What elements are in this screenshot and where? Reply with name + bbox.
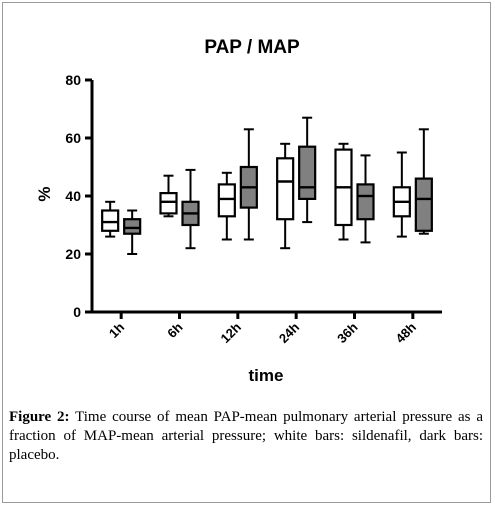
box-sildenafil xyxy=(392,151,411,238)
box-iqr xyxy=(414,177,433,232)
x-tick-label: 1h xyxy=(106,319,127,340)
box-sildenafil xyxy=(101,200,120,238)
x-tick-label: 12h xyxy=(218,319,244,345)
y-axis-label: % xyxy=(35,186,54,201)
box-placebo xyxy=(123,209,142,255)
box-placebo xyxy=(356,154,375,244)
box-iqr xyxy=(298,145,317,200)
box-iqr xyxy=(101,209,120,232)
box-placebo xyxy=(414,128,433,235)
figure-caption: Figure 2: Time course of mean PAP-mean p… xyxy=(9,408,483,465)
figure-frame xyxy=(2,2,491,503)
x-tick-label: 48h xyxy=(393,319,419,345)
y-tick-label: 40 xyxy=(65,188,81,204)
x-tick-label: 24h xyxy=(276,319,302,345)
caption-label: Figure 2: xyxy=(9,409,70,425)
box-iqr xyxy=(356,183,375,221)
box-plots xyxy=(101,116,433,255)
y-tick-label: 20 xyxy=(65,246,81,262)
box-iqr xyxy=(276,157,295,221)
box-placebo xyxy=(298,116,317,224)
box-iqr xyxy=(123,218,142,235)
x-tick-label: 6h xyxy=(164,319,185,340)
y-tick-label: 60 xyxy=(65,130,81,146)
y-tick-label: 0 xyxy=(73,304,81,320)
box-placebo xyxy=(239,128,258,241)
chart: PAP / MAP % time 0 20 40 60 80 1h 6h 12h 24h 36h… xyxy=(35,37,442,385)
box-placebo xyxy=(181,168,200,250)
caption-text: Time course of mean PAP-mean pulmonary a… xyxy=(9,409,483,463)
box-sildenafil xyxy=(276,142,295,250)
x-axis-label: time xyxy=(249,366,284,385)
box-sildenafil xyxy=(217,171,236,241)
y-tick-label: 80 xyxy=(65,72,81,88)
x-axis: 1h 6h 12h 24h 36h 48h xyxy=(90,310,442,346)
box-iqr xyxy=(217,183,236,218)
box-iqr xyxy=(159,192,178,215)
chart-title: PAP / MAP xyxy=(204,37,300,58)
x-tick-label: 36h xyxy=(334,319,360,345)
box-sildenafil xyxy=(334,142,353,241)
box-sildenafil xyxy=(159,174,178,218)
y-axis: 0 20 40 60 80 xyxy=(65,72,94,320)
